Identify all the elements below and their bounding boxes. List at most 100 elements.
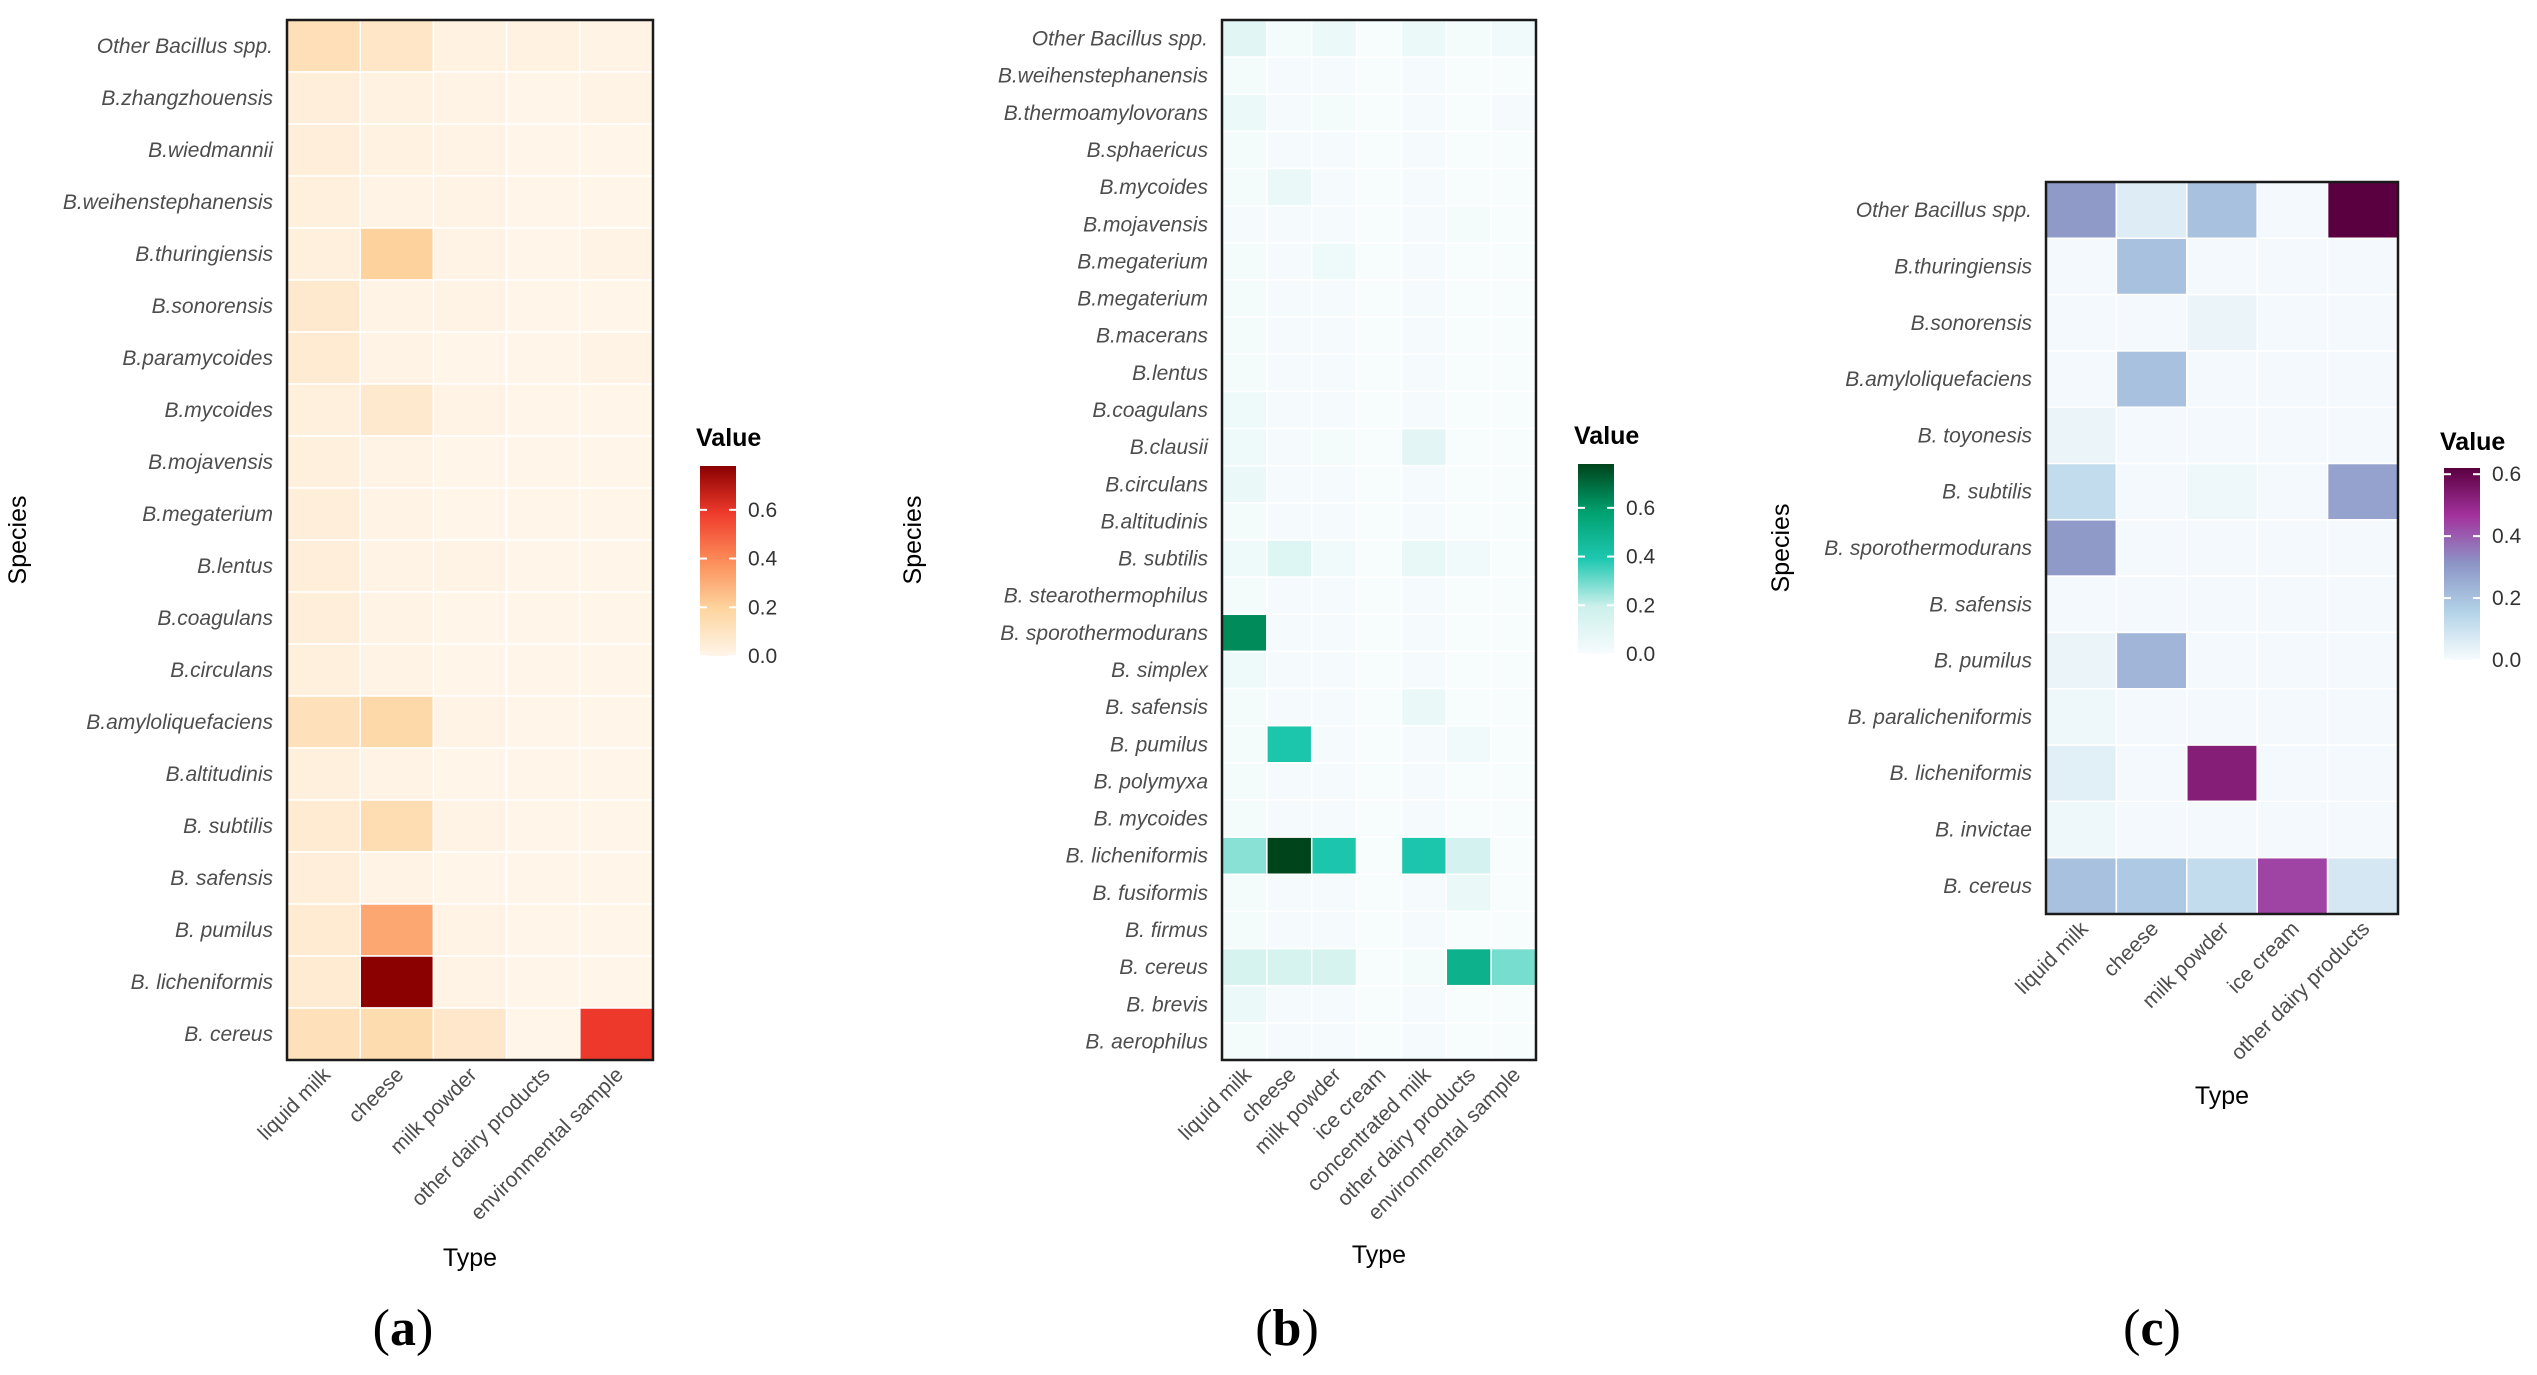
x-tick-label: liquid milk (2011, 917, 2093, 999)
x-tick-label: liquid milk (254, 1063, 336, 1145)
heatmap-cell (1266, 56, 1313, 96)
heatmap-cell (1310, 836, 1358, 876)
heatmap-cell (1266, 316, 1313, 356)
heatmap-cell (359, 435, 435, 489)
heatmap-cell (2115, 744, 2188, 803)
heatmap-cell (1355, 130, 1403, 170)
heatmap-cell (1445, 464, 1492, 504)
heatmap-cell (2115, 181, 2188, 240)
heatmap-cell (1310, 687, 1358, 727)
heatmap-cell (1355, 316, 1403, 356)
heatmap-cell (1445, 1022, 1492, 1061)
y-tick-label: B. subtilis (1942, 481, 2032, 504)
heatmap-cell (505, 19, 581, 73)
heatmap-cell (2256, 631, 2329, 690)
heatmap-cell (432, 1007, 508, 1061)
heatmap-cell (2115, 631, 2188, 690)
heatmap-cell (2326, 181, 2399, 240)
heatmap-cell (1310, 724, 1358, 764)
legend-tick-label: 0.4 (748, 548, 778, 571)
heatmap-cell (1490, 539, 1537, 578)
heatmap-cell (1445, 316, 1492, 356)
heatmap-cell (359, 487, 435, 541)
y-tick-label: B. pumilus (1934, 650, 2033, 673)
heatmap-cell (1400, 56, 1448, 96)
heatmap-panel-b: Other Bacillus spp. B.weihenstephanensis B… (899, 18, 1656, 1357)
heatmap-cell (359, 227, 435, 281)
heatmap-cell (1266, 167, 1313, 207)
y-tick-label: Other Bacillus spp. (1856, 199, 2032, 222)
heatmap-cell (1490, 19, 1537, 58)
y-tick-label: B. brevis (1126, 993, 1208, 1016)
heatmap-cell (1355, 464, 1403, 504)
y-tick-label: B. mycoides (1094, 808, 1209, 831)
heatmap-cell (286, 175, 361, 229)
heatmap-cell (505, 591, 581, 645)
heatmap-cell (1400, 687, 1448, 727)
y-tick-label: B. safensis (1929, 593, 2032, 616)
heatmap-cell (579, 591, 654, 645)
x-tick-label: environmental sample (466, 1063, 628, 1225)
panel-label-close: ) (2164, 1300, 2181, 1357)
legend-colorbar (700, 466, 736, 656)
heatmap-cell (1400, 502, 1448, 541)
legend-title: Value (696, 424, 761, 452)
heatmap-cell (359, 591, 435, 645)
heatmap-panel-c: Other Bacillus spp. B.thuringiensis B.sono… (1767, 180, 2522, 1357)
heatmap-cell (2045, 856, 2118, 915)
y-tick-label: B. cereus (1119, 956, 1208, 979)
y-tick-label: B. safensis (170, 867, 273, 890)
heatmap-cell (1266, 502, 1313, 541)
heatmap-cell (1266, 464, 1313, 504)
heatmap-cell (286, 71, 361, 125)
heatmap-cell (1310, 799, 1358, 838)
heatmap-cell (1490, 910, 1537, 950)
x-tick-label: cheese (344, 1063, 408, 1127)
y-tick-label: B.megaterium (1077, 288, 1208, 311)
heatmap-cell (1266, 762, 1313, 801)
heatmap-cell (1400, 427, 1448, 467)
heatmap-cell (579, 227, 654, 281)
heatmap-cell (1445, 390, 1492, 430)
heatmap-cell (505, 487, 581, 541)
panel-label-open: ( (1255, 1300, 1272, 1357)
heatmap-cell (1355, 836, 1403, 876)
heatmap-cell (1221, 576, 1268, 616)
heatmap-cell (1355, 56, 1403, 96)
heatmap-cell (1310, 650, 1358, 690)
heatmap-cell (579, 383, 654, 437)
x-tick-label: other dairy products (2227, 917, 2375, 1065)
heatmap-cell (2326, 350, 2399, 408)
heatmap-cell (2186, 519, 2258, 577)
heatmap-cell (1400, 724, 1448, 764)
heatmap-cell (1355, 93, 1403, 133)
heatmap-cell (1355, 1022, 1403, 1061)
heatmap-cell (2326, 237, 2399, 296)
heatmap-cell (1310, 427, 1358, 467)
heatmap-cell (1266, 576, 1313, 616)
heatmap-cell (1445, 502, 1492, 541)
heatmap-cell (579, 955, 654, 1009)
heatmap-cell (1355, 799, 1403, 838)
heatmap-cell (2045, 293, 2118, 352)
heatmap-cell (1490, 724, 1537, 764)
heatmap-cell (2186, 181, 2258, 240)
heatmap-cell (1445, 279, 1492, 318)
heatmap-cell (2115, 856, 2188, 915)
heatmap-cell (579, 539, 654, 593)
heatmap-cell (1266, 873, 1313, 913)
heatmap-cell (359, 279, 435, 333)
heatmap-cell (1266, 427, 1313, 467)
heatmap-cell (286, 539, 361, 593)
y-tick-label: B.thuringiensis (135, 243, 273, 266)
heatmap-cell (432, 383, 508, 437)
heatmap-cell (2186, 631, 2258, 690)
heatmap-cell (359, 747, 435, 801)
heatmap-cell (1221, 947, 1268, 987)
heatmap-cell (1490, 502, 1537, 541)
heatmap-cell (2186, 462, 2258, 521)
heatmap-cell (359, 1007, 435, 1061)
heatmap-cell (1266, 1022, 1313, 1061)
heatmap-cell (1445, 947, 1492, 987)
plot-border (285, 18, 655, 1062)
